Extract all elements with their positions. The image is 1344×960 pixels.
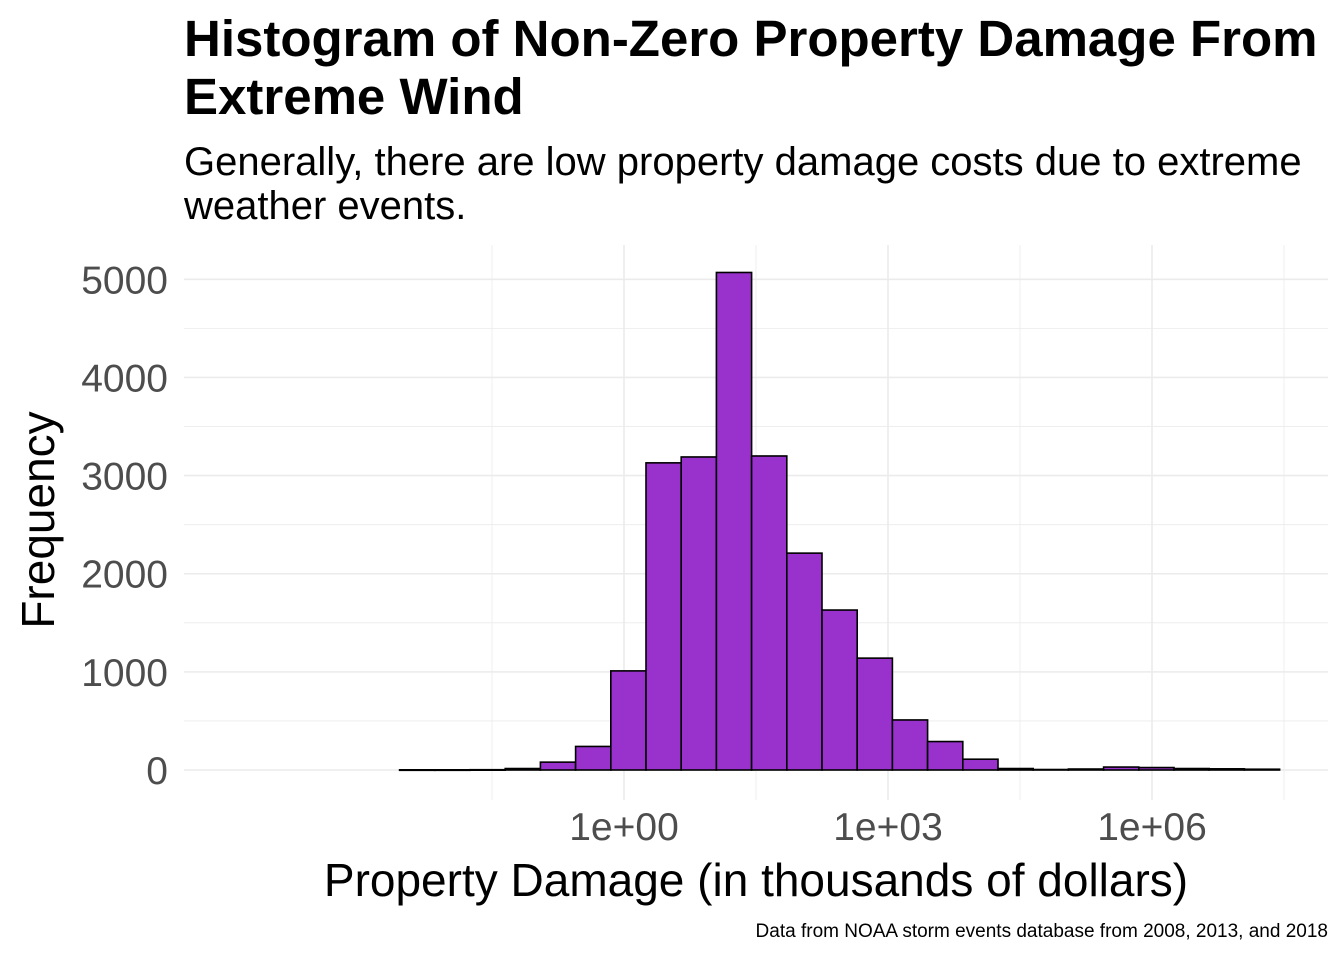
bar-layer bbox=[398, 271, 1281, 772]
y-tick-label: 4000 bbox=[81, 357, 168, 400]
x-tick-labels: 1e+00 1e+03 1e+06 bbox=[569, 806, 1207, 849]
chart-subtitle: Generally, there are low property damage… bbox=[184, 140, 1302, 228]
histogram-bar bbox=[609, 670, 647, 771]
x-axis-title: Property Damage (in thousands of dollars… bbox=[324, 854, 1188, 906]
y-tick-label: 3000 bbox=[81, 456, 168, 499]
histogram-bar bbox=[715, 271, 753, 771]
y-tick-label: 0 bbox=[146, 750, 168, 793]
x-tick-label: 1e+00 bbox=[569, 806, 679, 849]
histogram-bar bbox=[1032, 768, 1070, 771]
x-tick-label: 1e+03 bbox=[833, 806, 943, 849]
histogram-bar bbox=[1067, 768, 1105, 771]
histogram-bar bbox=[1208, 768, 1246, 771]
histogram-bar bbox=[891, 719, 929, 771]
histogram-bar bbox=[785, 552, 823, 771]
histogram-bar bbox=[574, 745, 612, 771]
histogram-bar bbox=[539, 761, 577, 771]
histogram-bar bbox=[398, 769, 436, 772]
histogram-bar bbox=[1102, 766, 1140, 771]
y-tick-labels: 0 1000 2000 3000 4000 5000 bbox=[81, 259, 168, 793]
histogram-bar bbox=[1138, 766, 1175, 771]
y-tick-label: 1000 bbox=[81, 652, 168, 695]
chart-title: Histogram of Non-Zero Property Damage Fr… bbox=[184, 10, 1318, 125]
histogram-bar bbox=[750, 455, 788, 771]
histogram-bar bbox=[469, 768, 507, 772]
y-tick-label: 2000 bbox=[81, 554, 168, 597]
histogram-bar bbox=[997, 767, 1035, 771]
histogram-bar bbox=[856, 657, 894, 771]
y-tick-label: 5000 bbox=[81, 259, 168, 302]
histogram-bar bbox=[433, 769, 471, 772]
chart-caption: Data from NOAA storm events database fro… bbox=[755, 921, 1328, 942]
histogram-bar bbox=[821, 609, 859, 771]
histogram-bar bbox=[504, 767, 542, 771]
histogram-bar bbox=[961, 758, 999, 771]
histogram-bar bbox=[926, 740, 964, 771]
histogram-bar bbox=[1243, 768, 1281, 771]
histogram-bar bbox=[1173, 767, 1211, 771]
y-axis-title: Frequency bbox=[12, 411, 64, 628]
x-tick-label: 1e+06 bbox=[1097, 806, 1207, 849]
histogram-bar bbox=[645, 462, 683, 771]
histogram-bar bbox=[680, 456, 718, 771]
